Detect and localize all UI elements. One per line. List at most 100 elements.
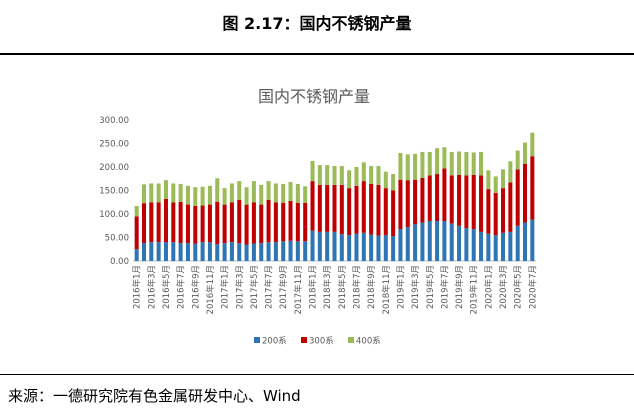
bar-segment-200: [156, 242, 161, 261]
bar-segment-300: [522, 163, 528, 223]
x-tick-label: 2016年1月: [132, 265, 143, 309]
x-tick-label: 2016年7月: [176, 265, 187, 309]
bar-segment-200: [530, 219, 535, 261]
bar-segment-200: [325, 231, 330, 261]
bar-segment-400: [405, 154, 410, 181]
bar-segment-400: [185, 185, 190, 205]
bar-segment-200: [493, 235, 498, 261]
x-tick-label: 2019年9月: [454, 265, 465, 309]
figure-title: 图 2.17：国内不锈钢产量: [222, 14, 412, 33]
bar-segment-400: [244, 187, 249, 205]
bar-segment-200: [361, 232, 366, 261]
bar-segment-200: [273, 242, 278, 261]
bar-segment-300: [398, 179, 403, 230]
bar-segment-400: [325, 165, 330, 185]
bar-segment-300: [508, 182, 513, 232]
bar-segment-300: [339, 184, 344, 235]
bar-segment-400: [515, 150, 520, 170]
bar-segment-400: [464, 151, 469, 176]
bar-segment-300: [310, 181, 315, 231]
x-tick-label: 2018年3月: [322, 265, 333, 309]
bar-segment-400: [251, 181, 256, 203]
bar-segment-300: [266, 199, 271, 243]
y-tick-label: 150.00: [99, 187, 129, 197]
bar-segment-200: [178, 243, 183, 261]
bar-segment-400: [310, 160, 315, 182]
stacked-bar-chart: 国内不锈钢产量 0.00 50.00 100.00 150.00 200.00 250.0…: [99, 87, 539, 347]
bar-segment-200: [376, 235, 381, 261]
bar-segment-200: [501, 232, 506, 261]
bar-segment-300: [332, 184, 337, 232]
x-tick-label: 2017年3月: [234, 265, 245, 309]
y-tick-label: 300.00: [99, 116, 129, 126]
bar-segment-200: [427, 221, 432, 261]
bar-segment-200: [464, 228, 469, 261]
bar-segment-200: [449, 223, 454, 261]
bar-segment-300: [383, 188, 388, 236]
x-tick-label: 2018年1月: [308, 265, 319, 309]
bar-segment-400: [317, 165, 322, 185]
x-tick-label: 2019年5月: [425, 265, 436, 309]
y-tick-label: 200.00: [99, 163, 129, 173]
bar-segment-300: [493, 192, 498, 236]
x-tick-label: 2019年7月: [439, 265, 450, 309]
x-tick-label: 2017年11月: [293, 265, 304, 314]
y-tick-label: 50.00: [105, 234, 129, 244]
bar-segment-400: [449, 151, 454, 176]
bar-segment-400: [295, 183, 300, 203]
bar-segment-400: [398, 152, 403, 180]
bar-segment-200: [354, 233, 359, 261]
bar-segment-200: [405, 227, 410, 261]
bar-segment-300: [259, 204, 264, 244]
bar-segment-300: [237, 199, 242, 244]
legend-swatch: [301, 337, 307, 343]
bar-segment-200: [303, 241, 308, 261]
bar-segment-300: [229, 202, 234, 243]
bar-segment-400: [486, 170, 491, 190]
bar-segment-400: [369, 166, 374, 184]
bar-segment-300: [149, 202, 154, 243]
bar-segment-400: [479, 151, 484, 176]
bar-segment-400: [508, 161, 513, 183]
bar-segment-200: [251, 243, 256, 261]
bar-segment-200: [200, 242, 205, 261]
bar-segment-400: [332, 166, 337, 185]
bar-segment-300: [288, 200, 293, 241]
y-tick-label: 0.00: [110, 257, 129, 267]
bar-segment-300: [295, 202, 300, 242]
legend-label: 200系: [262, 336, 287, 347]
x-tick-label: 2018年11月: [381, 265, 392, 314]
x-tick-label: 2017年5月: [249, 265, 260, 309]
bar-segment-300: [200, 205, 205, 243]
bar-segment-400: [178, 183, 183, 202]
bar-segment-300: [515, 169, 520, 226]
bar-segment-400: [259, 184, 264, 205]
legend-label: 400系: [356, 336, 381, 347]
bar-segment-200: [457, 225, 462, 261]
x-axis-labels: 2016年1月 2016年3月 2016年5月 2016年7月 2016年9月 2016年…: [132, 265, 539, 314]
bar-segment-200: [383, 235, 388, 261]
bar-segment-300: [273, 202, 278, 243]
bar-segment-400: [347, 170, 352, 189]
bar-segment-300: [530, 156, 535, 220]
bar-segment-200: [215, 244, 220, 261]
source-note: 来源：一德研究院有色金属研发中心、Wind: [8, 387, 301, 405]
bar-segment-200: [281, 241, 286, 261]
x-tick-label: 2017年7月: [264, 265, 275, 309]
bar-segment-300: [361, 181, 366, 233]
bar-segment-300: [156, 202, 161, 243]
bar-segment-200: [193, 243, 198, 261]
chart-area: 国内不锈钢产量 0.00 50.00 100.00 150.00 200.00 250.0…: [84, 68, 548, 358]
bar-segment-400: [229, 183, 234, 203]
y-tick-label: 100.00: [99, 210, 129, 220]
bar-segment-200: [486, 233, 491, 261]
bottom-rule: [0, 374, 634, 375]
bar-segment-400: [215, 178, 220, 202]
legend: 200系 300系 400系: [254, 336, 381, 347]
bar-segment-300: [163, 198, 168, 243]
y-tick-label: 250.00: [99, 140, 129, 150]
bar-segment-200: [163, 242, 168, 261]
x-tick-label: 2019年3月: [410, 265, 421, 309]
bar-segment-400: [222, 188, 227, 205]
bar-segment-300: [435, 174, 440, 222]
